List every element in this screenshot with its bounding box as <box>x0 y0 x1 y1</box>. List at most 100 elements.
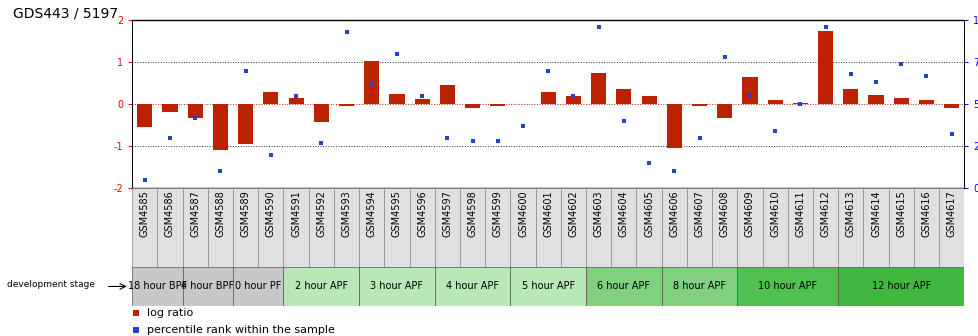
Bar <box>616 89 631 104</box>
Text: 8 hour APF: 8 hour APF <box>672 282 726 291</box>
Bar <box>510 188 535 269</box>
Text: GSM4613: GSM4613 <box>845 191 855 237</box>
Bar <box>661 188 687 269</box>
Bar <box>233 267 284 306</box>
Bar <box>434 188 460 269</box>
Text: GSM4600: GSM4600 <box>517 191 527 237</box>
Bar <box>837 188 863 269</box>
Bar <box>157 188 183 269</box>
Bar <box>586 267 661 306</box>
Text: 18 hour BPF: 18 hour BPF <box>127 282 187 291</box>
Bar <box>263 92 278 104</box>
Text: GSM4593: GSM4593 <box>341 191 351 237</box>
Bar <box>691 104 706 106</box>
Bar <box>591 73 605 104</box>
Bar <box>188 104 202 118</box>
Bar <box>284 188 308 269</box>
Bar <box>162 104 177 112</box>
Bar <box>741 77 757 104</box>
Bar <box>258 188 284 269</box>
Bar <box>610 188 636 269</box>
Text: GSM4602: GSM4602 <box>568 191 578 237</box>
Bar <box>359 267 434 306</box>
Bar <box>284 267 359 306</box>
Text: GSM4594: GSM4594 <box>367 191 377 237</box>
Bar <box>912 188 938 269</box>
Bar <box>389 94 404 104</box>
Bar <box>666 104 682 148</box>
Text: GSM4612: GSM4612 <box>820 191 829 237</box>
Bar <box>863 188 888 269</box>
Text: GSM4617: GSM4617 <box>946 191 956 237</box>
Text: GSM4614: GSM4614 <box>870 191 880 237</box>
Bar <box>409 188 434 269</box>
Text: 4 hour BPF: 4 hour BPF <box>181 282 234 291</box>
Bar <box>540 92 556 104</box>
Bar <box>364 61 378 104</box>
Bar <box>717 104 732 118</box>
Bar <box>943 104 958 108</box>
Bar <box>212 104 228 151</box>
Bar <box>414 99 429 104</box>
Bar <box>490 104 505 106</box>
Bar <box>439 85 455 104</box>
Text: GSM4604: GSM4604 <box>618 191 628 237</box>
Bar <box>661 267 736 306</box>
Bar <box>888 188 912 269</box>
Bar <box>289 98 303 104</box>
Text: GSM4616: GSM4616 <box>920 191 930 237</box>
Bar <box>918 100 933 104</box>
Bar <box>460 188 485 269</box>
Text: GSM4592: GSM4592 <box>316 191 326 238</box>
Bar <box>837 267 963 306</box>
Text: 5 hour APF: 5 hour APF <box>521 282 574 291</box>
Bar <box>736 188 762 269</box>
Text: GSM4596: GSM4596 <box>417 191 426 237</box>
Text: GSM4615: GSM4615 <box>895 191 906 237</box>
Bar <box>333 188 359 269</box>
Bar <box>238 104 253 144</box>
Text: GSM4595: GSM4595 <box>391 191 402 238</box>
Text: GSM4601: GSM4601 <box>543 191 553 237</box>
Text: 6 hour APF: 6 hour APF <box>597 282 649 291</box>
Bar <box>207 188 233 269</box>
Bar <box>338 104 354 106</box>
Text: log ratio: log ratio <box>147 308 194 318</box>
Bar <box>384 188 409 269</box>
Text: development stage: development stage <box>7 280 95 289</box>
Text: GSM4590: GSM4590 <box>266 191 276 237</box>
Bar <box>132 188 157 269</box>
Bar <box>792 103 807 104</box>
Bar <box>183 188 207 269</box>
Bar <box>867 95 883 104</box>
Text: GSM4603: GSM4603 <box>593 191 603 237</box>
Bar <box>137 104 153 127</box>
Bar <box>313 104 329 122</box>
Text: GSM4609: GSM4609 <box>744 191 754 237</box>
Text: GSM4608: GSM4608 <box>719 191 729 237</box>
Text: GSM4598: GSM4598 <box>467 191 477 237</box>
Bar <box>767 100 782 104</box>
Bar <box>636 188 661 269</box>
Text: percentile rank within the sample: percentile rank within the sample <box>147 325 334 335</box>
Bar <box>711 188 736 269</box>
Text: GDS443 / 5197: GDS443 / 5197 <box>13 6 118 20</box>
Bar <box>736 267 837 306</box>
Bar <box>535 188 560 269</box>
Bar <box>893 98 908 104</box>
Bar <box>938 188 963 269</box>
Text: 4 hour APF: 4 hour APF <box>446 282 499 291</box>
Bar <box>434 267 510 306</box>
Text: GSM4610: GSM4610 <box>770 191 779 237</box>
Text: GSM4606: GSM4606 <box>669 191 679 237</box>
Text: 10 hour APF: 10 hour APF <box>758 282 817 291</box>
Text: 12 hour APF: 12 hour APF <box>870 282 930 291</box>
Text: GSM4587: GSM4587 <box>190 191 200 238</box>
Bar <box>842 89 858 104</box>
Bar <box>762 188 787 269</box>
Bar <box>586 188 610 269</box>
Bar <box>565 96 580 104</box>
Bar <box>132 267 183 306</box>
Text: GSM4605: GSM4605 <box>644 191 653 237</box>
Bar <box>465 104 479 108</box>
